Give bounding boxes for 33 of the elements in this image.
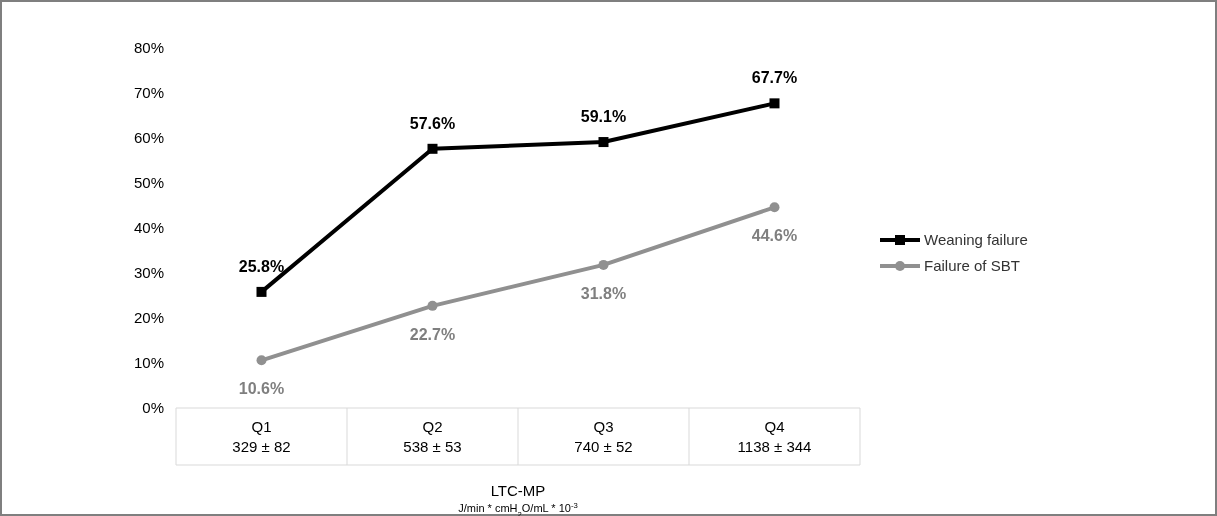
y-tick-label: 20% [133,309,164,327]
text: J/min * cmH$_{2}$O/mL * 10$^{-3}$ [458,500,578,516]
y-tick-label: 30% [133,264,164,282]
y-tick-label: 80% [133,39,164,57]
x-axis-title: LTC-MP [490,482,546,499]
y-tick-label: 10% [133,354,164,372]
point [598,137,609,148]
point [427,300,438,311]
data-label: 59.1% [580,108,627,126]
data-label: 67.7% [751,69,798,87]
x-tick-label: Q4 1138 ± 344 [737,418,812,455]
data-label: 10.6% [238,380,285,398]
y-tick-label: 70% [133,84,164,102]
data-label: 22.7% [409,325,456,343]
y-tick-label: 0% [142,399,164,417]
y-tick-label: 40% [133,219,164,237]
data-label: 31.8% [580,284,627,302]
x-tick-label: Q3 740 ± 52 [574,418,633,455]
x-tick-label: Q1 329 ± 82 [232,418,291,455]
data-label: 57.6% [409,114,456,132]
data-label: 44.6% [751,227,798,245]
x-tick-label: Q2 538 ± 53 [403,418,462,455]
point [598,259,609,270]
y-tick-label: 50% [133,174,164,192]
point [769,202,780,213]
point [427,143,438,154]
point [256,355,267,366]
point [769,98,780,109]
point [256,286,267,297]
legend-label: Weaning failure [924,231,1028,249]
legend-label: Failure of SBT [924,257,1020,275]
y-tick-label: 60% [133,129,164,147]
data-label: 25.8% [238,257,285,275]
